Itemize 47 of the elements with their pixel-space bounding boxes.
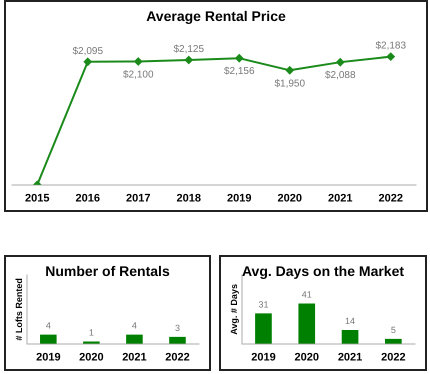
point	[84, 58, 92, 66]
data-label: 3	[174, 322, 180, 333]
point	[336, 58, 344, 66]
data-label: $2,183	[375, 40, 406, 52]
y-axis-title: Avg. # Days	[228, 284, 239, 335]
data-label: 41	[302, 290, 312, 300]
data-label: 4	[132, 320, 137, 331]
x-tick-label: 2022	[165, 351, 190, 364]
bar	[342, 330, 358, 344]
x-tick-label: 2021	[328, 192, 352, 204]
data-label: $2,156	[224, 66, 255, 78]
x-tick-label: 2022	[378, 192, 403, 204]
data-label: 14	[345, 316, 356, 326]
point	[184, 56, 193, 64]
chart-title: Avg. Days on the Market	[240, 263, 406, 279]
point	[386, 52, 395, 61]
data-label: $2,125	[173, 44, 204, 56]
x-tick-label: 2021	[122, 351, 147, 364]
chart-title: Average Rental Price	[145, 8, 287, 24]
x-tick-label: 2021	[338, 351, 362, 364]
point	[235, 54, 244, 62]
x-tick-label: 2019	[36, 351, 61, 364]
bar	[385, 338, 402, 344]
data-label: 4	[46, 320, 51, 331]
x-tick-label: 2020	[79, 351, 104, 364]
data-label: $2,095	[72, 46, 104, 57]
data-label: $2,100	[122, 69, 154, 80]
chart-title: Number of Rentals	[44, 263, 171, 279]
x-tick-label: 2022	[381, 351, 406, 364]
x-tick-label: 2018	[176, 192, 201, 204]
data-label: $2,088	[324, 70, 356, 82]
bar	[298, 304, 316, 344]
x-tick-label: 2019	[227, 192, 252, 204]
y-axis-title: # Lofts Rented	[14, 278, 24, 341]
x-tick-label: 2017	[126, 192, 150, 204]
x-tick-label: 2016	[76, 192, 100, 204]
data-label: 1	[88, 328, 94, 338]
data-label: $1,950	[274, 78, 306, 90]
x-tick-label: 2015	[25, 192, 50, 204]
x-tick-label: 2020	[278, 192, 302, 204]
x-tick-label: 2020	[294, 351, 319, 364]
data-label: 5	[390, 324, 396, 335]
x-tick-label: 2019	[251, 351, 276, 364]
point	[286, 66, 294, 74]
data-label: 31	[258, 299, 268, 310]
bar	[255, 313, 272, 344]
point	[134, 57, 142, 66]
